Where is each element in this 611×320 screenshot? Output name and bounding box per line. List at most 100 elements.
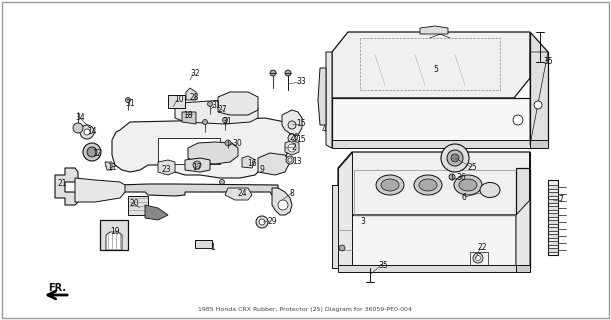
Circle shape <box>193 161 201 169</box>
Polygon shape <box>168 95 185 108</box>
Polygon shape <box>118 184 278 196</box>
Ellipse shape <box>381 179 399 191</box>
Text: 14: 14 <box>87 126 97 135</box>
Circle shape <box>451 154 459 162</box>
Text: 35: 35 <box>378 260 388 269</box>
Text: 23: 23 <box>162 165 172 174</box>
Polygon shape <box>516 265 530 272</box>
Polygon shape <box>530 140 548 148</box>
Circle shape <box>286 156 294 164</box>
Text: 13: 13 <box>292 156 302 165</box>
Circle shape <box>270 70 276 76</box>
Polygon shape <box>112 118 290 178</box>
Polygon shape <box>188 142 238 164</box>
Polygon shape <box>285 140 299 155</box>
Circle shape <box>473 253 483 263</box>
Polygon shape <box>225 188 252 200</box>
Polygon shape <box>100 220 128 250</box>
Polygon shape <box>338 152 530 215</box>
Text: 2: 2 <box>292 142 297 151</box>
Text: 24: 24 <box>238 188 247 197</box>
Polygon shape <box>55 168 78 205</box>
Text: 9: 9 <box>260 165 265 174</box>
Text: 19: 19 <box>110 228 120 236</box>
Polygon shape <box>185 158 210 172</box>
Polygon shape <box>282 110 302 135</box>
Text: 21: 21 <box>57 179 67 188</box>
Circle shape <box>73 123 83 133</box>
Polygon shape <box>548 234 558 238</box>
Circle shape <box>278 200 288 210</box>
Circle shape <box>208 101 213 107</box>
Polygon shape <box>332 185 338 268</box>
Text: 36: 36 <box>456 173 466 182</box>
Ellipse shape <box>414 175 442 195</box>
Text: 31: 31 <box>211 101 221 110</box>
Polygon shape <box>332 140 530 148</box>
Circle shape <box>534 101 542 109</box>
Text: 18: 18 <box>183 110 192 119</box>
Polygon shape <box>530 32 548 145</box>
Circle shape <box>125 98 131 102</box>
Polygon shape <box>548 199 558 203</box>
Polygon shape <box>548 192 558 196</box>
Polygon shape <box>338 215 516 268</box>
Polygon shape <box>548 206 558 210</box>
Text: 34: 34 <box>75 113 85 122</box>
Text: 29: 29 <box>268 217 277 226</box>
Circle shape <box>285 70 291 76</box>
Text: 17: 17 <box>192 164 202 172</box>
Text: 31: 31 <box>125 99 134 108</box>
Text: 1: 1 <box>210 244 214 252</box>
Text: 25: 25 <box>468 163 478 172</box>
Circle shape <box>441 144 469 172</box>
Polygon shape <box>548 185 558 189</box>
Text: 1985 Honda CRX Rubber, Protector (25) Diagram for 36059-PE0-004: 1985 Honda CRX Rubber, Protector (25) Di… <box>198 307 412 312</box>
Polygon shape <box>242 156 255 168</box>
Circle shape <box>339 245 345 251</box>
Text: 32: 32 <box>190 69 200 78</box>
Polygon shape <box>272 188 292 215</box>
Circle shape <box>84 129 90 135</box>
Text: 31: 31 <box>222 117 232 126</box>
Polygon shape <box>548 248 558 252</box>
Text: 15: 15 <box>296 119 306 129</box>
Polygon shape <box>145 205 168 220</box>
Text: 33: 33 <box>296 77 306 86</box>
Polygon shape <box>195 240 212 248</box>
Circle shape <box>288 134 296 142</box>
Circle shape <box>219 180 224 185</box>
Text: 11: 11 <box>107 164 117 172</box>
Polygon shape <box>332 98 530 145</box>
Text: 26: 26 <box>290 132 299 141</box>
Circle shape <box>513 115 523 125</box>
Polygon shape <box>318 68 326 125</box>
Polygon shape <box>158 160 175 175</box>
Ellipse shape <box>459 179 477 191</box>
Polygon shape <box>548 220 558 224</box>
Text: 20: 20 <box>130 198 140 207</box>
Circle shape <box>83 143 101 161</box>
Polygon shape <box>106 232 122 250</box>
Polygon shape <box>338 265 516 272</box>
Ellipse shape <box>376 175 404 195</box>
Text: FR.: FR. <box>48 283 66 293</box>
Circle shape <box>288 121 296 129</box>
Text: 5: 5 <box>433 65 438 74</box>
Polygon shape <box>182 112 196 124</box>
Text: 27: 27 <box>218 105 228 114</box>
Text: 4: 4 <box>322 125 327 134</box>
Polygon shape <box>338 152 352 268</box>
Polygon shape <box>326 52 332 148</box>
Text: 12: 12 <box>92 148 101 157</box>
Bar <box>158 138 220 164</box>
Circle shape <box>80 125 94 139</box>
Circle shape <box>288 158 292 162</box>
Polygon shape <box>258 153 290 175</box>
Polygon shape <box>548 241 558 245</box>
Polygon shape <box>218 92 258 115</box>
Text: 10: 10 <box>174 95 184 105</box>
Text: 30: 30 <box>232 140 242 148</box>
Polygon shape <box>186 88 196 100</box>
Text: 28: 28 <box>189 92 199 101</box>
